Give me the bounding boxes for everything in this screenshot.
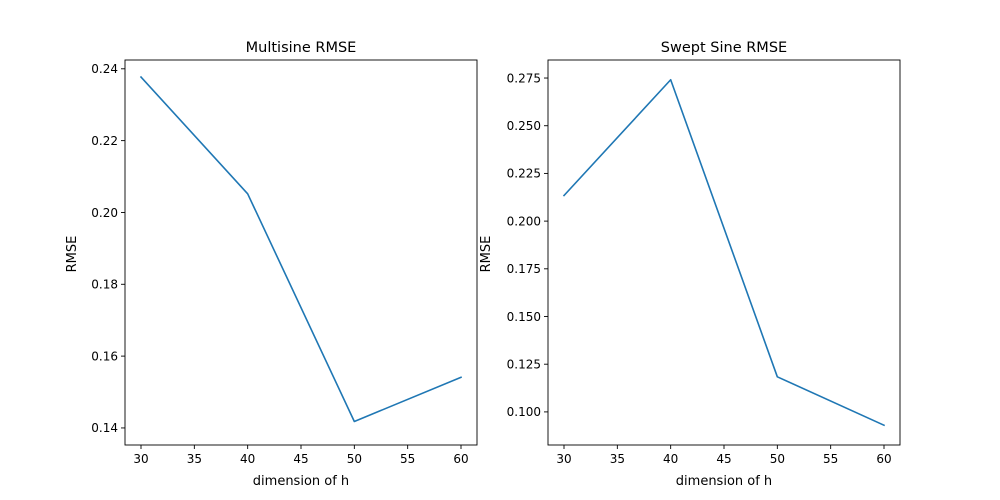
x-tick-label: 45 bbox=[293, 452, 308, 466]
swept-sine-rmse-panel: Swept Sine RMSE dimension of h RMSE 30 35… bbox=[479, 40, 901, 489]
x-tick-label: 30 bbox=[133, 452, 148, 466]
x-tick-label: 40 bbox=[663, 452, 678, 466]
y-tick-label: 0.150 bbox=[507, 310, 541, 324]
chart-title: Swept Sine RMSE bbox=[661, 40, 787, 56]
y-tick-label: 0.22 bbox=[91, 134, 118, 148]
y-tick-label: 0.16 bbox=[91, 349, 118, 363]
x-tick-label: 60 bbox=[453, 452, 468, 466]
y-axis-label: RMSE bbox=[65, 236, 80, 273]
y-tick-label: 0.200 bbox=[507, 214, 541, 228]
x-tick-label: 45 bbox=[716, 452, 731, 466]
x-tick-label: 50 bbox=[770, 452, 785, 466]
y-tick-label: 0.24 bbox=[91, 62, 118, 76]
x-tick-label: 55 bbox=[823, 452, 838, 466]
x-tick-label: 55 bbox=[400, 452, 415, 466]
x-tick-label: 35 bbox=[610, 452, 625, 466]
x-axis-label: dimension of h bbox=[253, 474, 349, 489]
x-axis-label: dimension of h bbox=[676, 474, 772, 489]
x-tick-label: 50 bbox=[347, 452, 362, 466]
y-tick-label: 0.250 bbox=[507, 119, 541, 133]
y-tick-label: 0.225 bbox=[507, 167, 541, 181]
chart-title: Multisine RMSE bbox=[246, 40, 357, 56]
y-axis-label: RMSE bbox=[479, 236, 494, 273]
x-tick-label: 35 bbox=[187, 452, 202, 466]
x-tick-label: 40 bbox=[240, 452, 255, 466]
y-tick-label: 0.275 bbox=[507, 71, 541, 85]
y-tick-label: 0.20 bbox=[91, 206, 118, 220]
rmse-series-line bbox=[139, 75, 463, 423]
rmse-series-line bbox=[562, 78, 886, 427]
x-tick-label: 30 bbox=[556, 452, 571, 466]
y-tick-label: 0.100 bbox=[507, 405, 541, 419]
y-tick-label: 0.125 bbox=[507, 358, 541, 372]
y-tick-label: 0.14 bbox=[91, 421, 118, 435]
y-tick-label: 0.175 bbox=[507, 262, 541, 276]
x-tick-label: 60 bbox=[876, 452, 891, 466]
y-tick-label: 0.18 bbox=[91, 278, 118, 292]
multisine-rmse-panel: Multisine RMSE dimension of h RMSE 30 35 4… bbox=[65, 40, 478, 489]
plot-area-frame bbox=[547, 59, 901, 446]
